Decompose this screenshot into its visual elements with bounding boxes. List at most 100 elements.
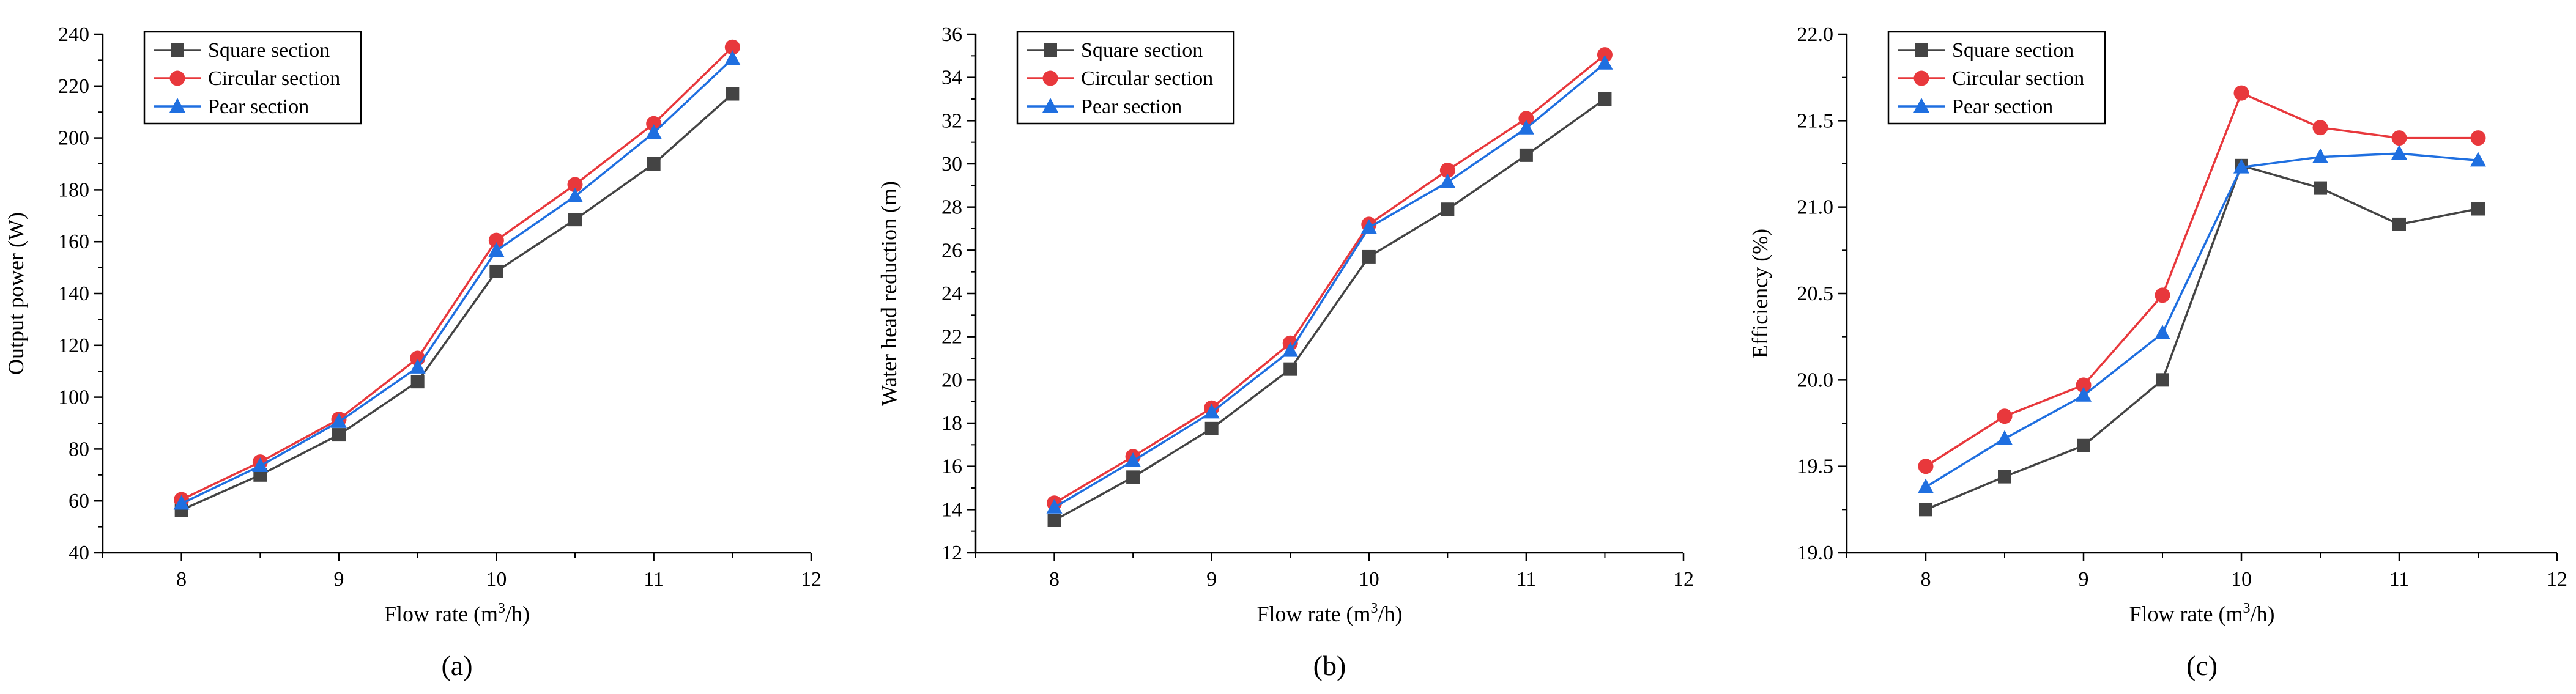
x-tick-label: 11: [644, 568, 664, 591]
data-point: [173, 495, 190, 510]
x-tick-label: 12: [1673, 568, 1694, 591]
data-point: [568, 213, 582, 227]
series-line: [1925, 152, 2479, 489]
data-point: [2076, 377, 2092, 393]
data-point: [410, 375, 425, 389]
data-point: [1597, 54, 1613, 70]
data-point: [1919, 503, 1932, 517]
x-tick-label: 11: [2389, 568, 2410, 591]
y-tick-label: 40: [69, 542, 89, 564]
data-point: [567, 177, 583, 193]
data-point: [1282, 342, 1299, 357]
y-tick-label: 22.0: [1797, 23, 1834, 46]
x-tick-label: 8: [1921, 568, 1931, 591]
legend-marker: [169, 70, 185, 86]
y-tick-label: 20.5: [1797, 282, 1834, 305]
series-line: [1925, 164, 2479, 511]
series-line: [180, 58, 733, 505]
data-point: [2233, 85, 2249, 101]
x-tick-label: 12: [2547, 568, 2567, 591]
y-tick-label: 32: [941, 109, 962, 132]
data-point: [647, 157, 661, 171]
y-tick-label: 30: [941, 153, 962, 175]
data-point: [2155, 325, 2170, 340]
x-tick-label: 10: [1359, 568, 1379, 591]
data-point: [1362, 249, 1376, 264]
legend-label: Circular section: [1952, 67, 2084, 90]
data-point: [1204, 421, 1219, 435]
y-tick-label: 18: [941, 412, 962, 435]
data-point: [488, 232, 504, 248]
data-point: [2470, 152, 2486, 167]
legend-label: Square section: [1952, 39, 2074, 62]
data-point: [409, 358, 426, 374]
y-tick-label: 120: [58, 334, 89, 357]
legend-marker: [1913, 98, 1929, 113]
legend-marker: [1042, 98, 1058, 113]
y-tick-label: 21.5: [1797, 109, 1834, 132]
y-tick-label: 24: [941, 282, 962, 305]
legend-marker: [1913, 70, 1929, 86]
chart-panel-2: 12 14 16 18 20 22 24 26 28 30 32 34 36 8 9 10 11 12 Water …: [877, 23, 1694, 681]
data-point: [2392, 217, 2406, 231]
legend-label: Square section: [1081, 39, 1203, 62]
data-point: [1125, 452, 1141, 467]
legend-label: Pear section: [1952, 95, 2053, 118]
y-tick-label: 22: [941, 326, 962, 349]
x-axis-title: Flow rate (m3/h): [1257, 600, 1403, 626]
data-point: [2470, 130, 2486, 146]
data-point: [488, 242, 505, 257]
series-pear-section: [1918, 145, 2486, 493]
legend-marker: [1915, 43, 1928, 57]
data-point: [1518, 111, 1534, 127]
series-line: [1053, 98, 1606, 522]
y-tick-label: 100: [58, 386, 89, 409]
series-line: [180, 93, 733, 511]
data-point: [1597, 47, 1613, 63]
y-tick-label: 60: [69, 490, 89, 512]
x-tick-label: 10: [486, 568, 507, 591]
y-tick-label: 220: [58, 75, 89, 98]
y-tick-label: 19.0: [1797, 542, 1834, 564]
panel-label: (a): [441, 650, 472, 681]
data-point: [1439, 174, 1456, 189]
data-point: [726, 87, 740, 101]
data-point: [2471, 202, 2485, 216]
legend: Square section Circular section Pear secti…: [1016, 31, 1235, 125]
chart-panel-1: 40 60 80 100 120 140 160 180 200 220 240 8 9 10 11 12 Ou…: [4, 23, 822, 681]
series-line: [180, 46, 733, 501]
legend-label: Pear section: [208, 95, 309, 118]
y-tick-label: 20: [941, 369, 962, 391]
legend-label: Square section: [208, 39, 330, 62]
y-tick-label: 26: [941, 239, 962, 262]
y-tick-label: 16: [941, 456, 962, 478]
data-point: [332, 428, 346, 442]
series-pear-section: [1046, 54, 1613, 514]
y-tick-label: 200: [58, 127, 89, 150]
x-tick-label: 8: [1049, 568, 1060, 591]
y-axis-title: Water head reduction (m): [877, 181, 901, 406]
y-tick-label: 160: [58, 231, 89, 253]
legend-marker: [171, 43, 184, 57]
series-pear-section: [173, 50, 741, 510]
data-point: [2312, 148, 2328, 163]
data-point: [1997, 408, 2013, 424]
data-point: [1439, 163, 1455, 179]
data-point: [645, 124, 662, 139]
data-point: [2076, 386, 2092, 402]
data-point: [1047, 514, 1061, 527]
y-tick-label: 19.5: [1797, 456, 1834, 478]
data-point: [724, 50, 741, 65]
y-axis-title: Output power (W): [4, 212, 28, 375]
data-point: [2391, 145, 2407, 160]
data-point: [1046, 498, 1063, 514]
y-axis-title: Efficiency (%): [1748, 229, 1772, 358]
y-tick-label: 20.0: [1797, 369, 1834, 391]
data-point: [1918, 459, 1934, 474]
data-point: [1519, 148, 1533, 162]
data-point: [1126, 470, 1140, 484]
legend-marker: [169, 98, 185, 113]
data-point: [1518, 119, 1534, 135]
data-point: [1997, 430, 2013, 445]
